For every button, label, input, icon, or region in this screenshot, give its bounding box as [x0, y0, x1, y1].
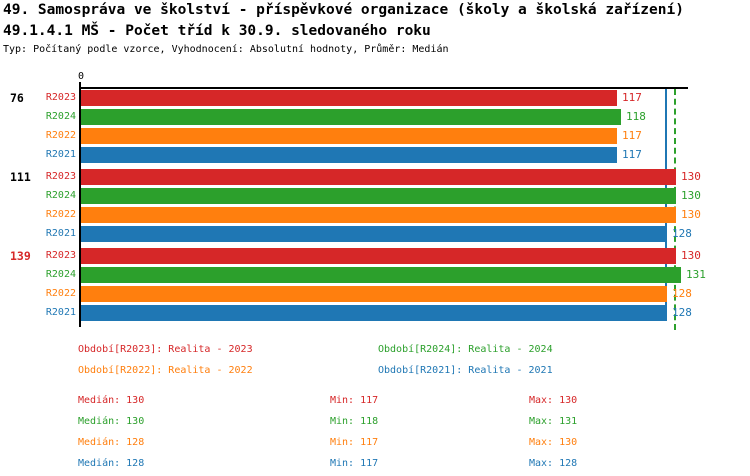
median-line-solid	[665, 89, 667, 321]
bar-value-label: 117	[622, 129, 642, 142]
legend-item: Období[R2022]: Realita - 2022	[78, 365, 253, 376]
bar-value-label: 128	[672, 287, 692, 300]
bar-value-label: 130	[681, 249, 701, 262]
group-label: 139	[10, 249, 31, 263]
chart-subtitle: Typ: Počítaný podle vzorce, Vyhodnocení:…	[3, 44, 449, 55]
stat-max: Max: 130	[529, 437, 578, 448]
series-row-label: R2023	[45, 171, 76, 182]
bar-value-label: 128	[672, 306, 692, 319]
bar-R2021	[81, 147, 617, 163]
bar-R2024	[81, 267, 681, 283]
series-row-label: R2024	[45, 269, 76, 280]
bar-value-label: 130	[681, 170, 701, 183]
series-row-label: R2021	[45, 149, 76, 160]
series-row-label: R2022	[45, 130, 76, 141]
stat-max: Max: 130	[529, 395, 578, 406]
series-row-label: R2022	[45, 209, 76, 220]
series-row-label: R2022	[45, 288, 76, 299]
legend-item: Období[R2023]: Realita - 2023	[78, 344, 253, 355]
y-axis-line	[79, 82, 81, 327]
stat-median: Medián: 128	[78, 458, 145, 469]
x-axis-zero-tick-label: 0	[77, 71, 85, 82]
stat-max: Max: 128	[529, 458, 578, 469]
bar-value-label: 117	[622, 148, 642, 161]
bar-value-label: 131	[686, 268, 706, 281]
group-label: 111	[10, 170, 31, 184]
bar-value-label: 118	[626, 110, 646, 123]
stat-max: Max: 131	[529, 416, 578, 427]
bar-value-label: 130	[681, 208, 701, 221]
stat-min: Min: 118	[330, 416, 379, 427]
legend-item: Období[R2024]: Realita - 2024	[378, 344, 553, 355]
stat-min: Min: 117	[330, 458, 379, 469]
bar-value-label: 128	[672, 227, 692, 240]
legend-item: Období[R2021]: Realita - 2021	[378, 365, 553, 376]
page-title-line1: 49. Samospráva ve školství - příspěvkové…	[3, 2, 684, 18]
bar-R2023	[81, 248, 676, 264]
page-title-line2: 49.1.4.1 MŠ - Počet tříd k 30.9. sledova…	[3, 23, 431, 39]
bar-R2024	[81, 109, 621, 125]
series-row-label: R2023	[45, 92, 76, 103]
series-row-label: R2023	[45, 250, 76, 261]
bar-R2022	[81, 128, 617, 144]
stat-median: Medián: 130	[78, 416, 145, 427]
stat-min: Min: 117	[330, 395, 379, 406]
bar-R2022	[81, 207, 676, 223]
x-axis-top-line	[79, 87, 688, 89]
series-row-label: R2021	[45, 307, 76, 318]
bar-R2021	[81, 226, 667, 242]
bar-R2021	[81, 305, 667, 321]
bar-value-label: 130	[681, 189, 701, 202]
bar-R2023	[81, 90, 617, 106]
series-row-label: R2024	[45, 111, 76, 122]
series-row-label: R2021	[45, 228, 76, 239]
stat-median: Medián: 128	[78, 437, 145, 448]
bar-R2024	[81, 188, 676, 204]
bar-value-label: 117	[622, 91, 642, 104]
bar-R2022	[81, 286, 667, 302]
group-label: 76	[10, 91, 24, 105]
stat-median: Medián: 130	[78, 395, 145, 406]
stat-min: Min: 117	[330, 437, 379, 448]
series-row-label: R2024	[45, 190, 76, 201]
bar-R2023	[81, 169, 676, 185]
